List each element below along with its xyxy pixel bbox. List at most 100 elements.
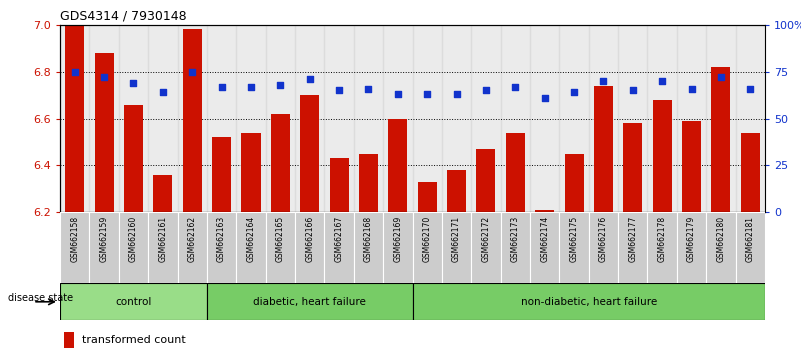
- Bar: [447, 170, 466, 212]
- Bar: [618, 212, 647, 283]
- Point: [98, 74, 111, 80]
- Bar: [442, 25, 471, 212]
- Text: GSM662176: GSM662176: [599, 216, 608, 262]
- Bar: [417, 182, 437, 212]
- Bar: [647, 25, 677, 212]
- Text: GSM662174: GSM662174: [540, 216, 549, 262]
- Point: [274, 82, 287, 88]
- Point: [714, 74, 727, 80]
- Bar: [95, 53, 114, 212]
- Point: [509, 84, 521, 90]
- Bar: [589, 25, 618, 212]
- Bar: [241, 133, 260, 212]
- Point: [215, 84, 228, 90]
- Text: GSM662178: GSM662178: [658, 216, 666, 262]
- Bar: [677, 212, 706, 283]
- Bar: [388, 119, 408, 212]
- Text: GDS4314 / 7930148: GDS4314 / 7930148: [60, 9, 187, 22]
- Text: GSM662159: GSM662159: [99, 216, 109, 262]
- Text: GSM662166: GSM662166: [305, 216, 314, 262]
- Point: [332, 87, 345, 93]
- Text: GSM662161: GSM662161: [159, 216, 167, 262]
- Bar: [359, 154, 378, 212]
- Bar: [530, 25, 559, 212]
- Bar: [295, 25, 324, 212]
- Bar: [90, 212, 119, 283]
- Bar: [60, 283, 207, 320]
- Bar: [148, 212, 178, 283]
- Text: GSM662162: GSM662162: [187, 216, 197, 262]
- Text: GSM662181: GSM662181: [746, 216, 755, 262]
- Point: [568, 90, 581, 95]
- Bar: [505, 133, 525, 212]
- Bar: [324, 25, 354, 212]
- Bar: [153, 175, 172, 212]
- Bar: [559, 25, 589, 212]
- Point: [450, 91, 463, 97]
- Bar: [711, 67, 731, 212]
- Text: GSM662177: GSM662177: [628, 216, 638, 262]
- Bar: [413, 212, 442, 283]
- Bar: [383, 212, 413, 283]
- Text: control: control: [115, 297, 151, 307]
- Text: GSM662172: GSM662172: [481, 216, 490, 262]
- Point: [744, 86, 757, 91]
- Bar: [501, 212, 530, 283]
- Bar: [60, 212, 90, 283]
- Bar: [383, 25, 413, 212]
- Text: GSM662169: GSM662169: [393, 216, 402, 262]
- Bar: [236, 212, 266, 283]
- Bar: [413, 283, 765, 320]
- Bar: [354, 212, 383, 283]
- Text: GSM662173: GSM662173: [511, 216, 520, 262]
- Bar: [60, 25, 90, 212]
- Point: [68, 69, 81, 74]
- Point: [362, 86, 375, 91]
- Text: GSM662168: GSM662168: [364, 216, 373, 262]
- Bar: [148, 25, 178, 212]
- Bar: [682, 121, 701, 212]
- Text: GSM662160: GSM662160: [129, 216, 138, 262]
- Text: GSM662180: GSM662180: [716, 216, 726, 262]
- Text: GSM662167: GSM662167: [335, 216, 344, 262]
- Bar: [471, 25, 501, 212]
- Bar: [565, 154, 584, 212]
- Point: [156, 90, 169, 95]
- Text: transformed count: transformed count: [82, 335, 186, 345]
- Text: non-diabetic, heart failure: non-diabetic, heart failure: [521, 297, 657, 307]
- Point: [244, 84, 257, 90]
- Bar: [501, 25, 530, 212]
- Bar: [271, 114, 290, 212]
- Point: [480, 87, 493, 93]
- Point: [656, 78, 669, 84]
- Point: [685, 86, 698, 91]
- Point: [421, 91, 433, 97]
- Bar: [212, 137, 231, 212]
- Bar: [477, 149, 496, 212]
- Bar: [413, 25, 442, 212]
- Bar: [589, 212, 618, 283]
- Point: [597, 78, 610, 84]
- Bar: [236, 25, 266, 212]
- Bar: [324, 212, 354, 283]
- Bar: [623, 123, 642, 212]
- Bar: [65, 25, 84, 212]
- Point: [186, 69, 199, 74]
- Bar: [618, 25, 647, 212]
- Bar: [653, 100, 672, 212]
- Bar: [530, 212, 559, 283]
- Bar: [300, 95, 320, 212]
- Bar: [329, 159, 348, 212]
- Text: GSM662171: GSM662171: [452, 216, 461, 262]
- Text: GSM662165: GSM662165: [276, 216, 285, 262]
- Text: GSM662179: GSM662179: [687, 216, 696, 262]
- Bar: [178, 25, 207, 212]
- Bar: [706, 25, 735, 212]
- Text: disease state: disease state: [8, 293, 73, 303]
- Bar: [64, 332, 74, 348]
- Bar: [266, 25, 295, 212]
- Bar: [594, 86, 613, 212]
- Text: GSM662163: GSM662163: [217, 216, 226, 262]
- Point: [304, 76, 316, 82]
- Text: GSM662158: GSM662158: [70, 216, 79, 262]
